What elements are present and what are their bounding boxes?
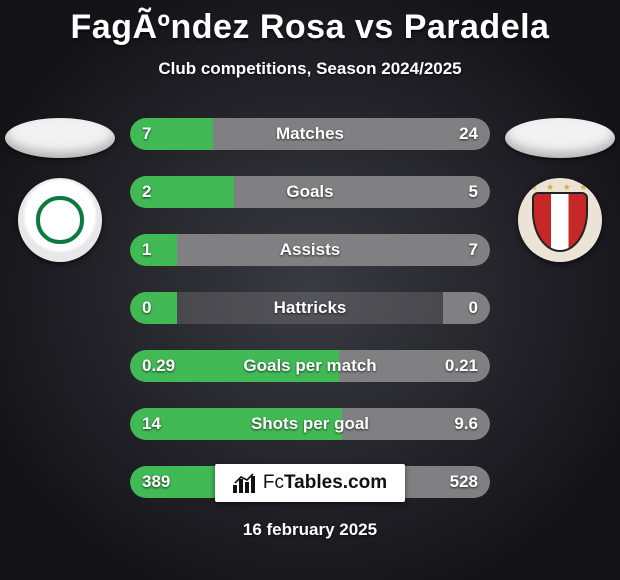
flag-left-placeholder [5,118,115,158]
footer: FcTables.com 16 february 2025 [0,464,620,540]
stat-label: Matches [130,118,490,150]
page-title: FagÃºndez Rosa vs Paradela [0,0,620,47]
brand-chart-icon [233,473,255,493]
brand-badge[interactable]: FcTables.com [215,464,405,502]
stat-label: Goals [130,176,490,208]
flag-right-placeholder [505,118,615,158]
stat-label: Shots per goal [130,408,490,440]
stat-row: 149.6Shots per goal [130,408,490,440]
stat-row: 17Assists [130,234,490,266]
player-left-col [0,118,120,262]
stats-panel: 724Matches 25Goals 17Assists 00Hattricks 0.2… [130,118,490,498]
stat-label: Goals per match [130,350,490,382]
stat-row: 25Goals [130,176,490,208]
stat-row: 0.290.21Goals per match [130,350,490,382]
club-crest-right: ★ ★ ★ ★ [518,178,602,262]
stat-row: 724Matches [130,118,490,150]
brand-prefix: Fc [263,472,284,493]
stat-label: Assists [130,234,490,266]
page-subtitle: Club competitions, Season 2024/2025 [0,59,620,79]
footer-date: 16 february 2025 [243,520,377,540]
stat-label: Hattricks [130,292,490,324]
player-right-col: ★ ★ ★ ★ [500,118,620,262]
club-crest-left [18,178,102,262]
stat-row: 00Hattricks [130,292,490,324]
brand-text: FcTables.com [263,472,387,494]
brand-suffix: Tables.com [284,472,387,493]
crest-shield-icon [532,192,588,252]
